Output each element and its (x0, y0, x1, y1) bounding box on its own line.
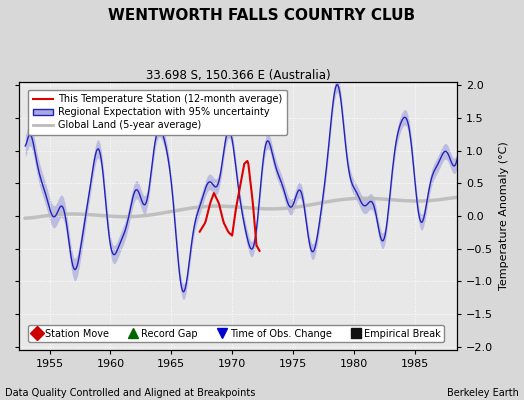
Y-axis label: Temperature Anomaly (°C): Temperature Anomaly (°C) (499, 142, 509, 290)
Legend: Station Move, Record Gap, Time of Obs. Change, Empirical Break: Station Move, Record Gap, Time of Obs. C… (28, 325, 444, 342)
Text: WENTWORTH FALLS COUNTRY CLUB: WENTWORTH FALLS COUNTRY CLUB (108, 8, 416, 23)
Title: 33.698 S, 150.366 E (Australia): 33.698 S, 150.366 E (Australia) (146, 69, 331, 82)
Text: Berkeley Earth: Berkeley Earth (447, 388, 519, 398)
Text: Data Quality Controlled and Aligned at Breakpoints: Data Quality Controlled and Aligned at B… (5, 388, 256, 398)
